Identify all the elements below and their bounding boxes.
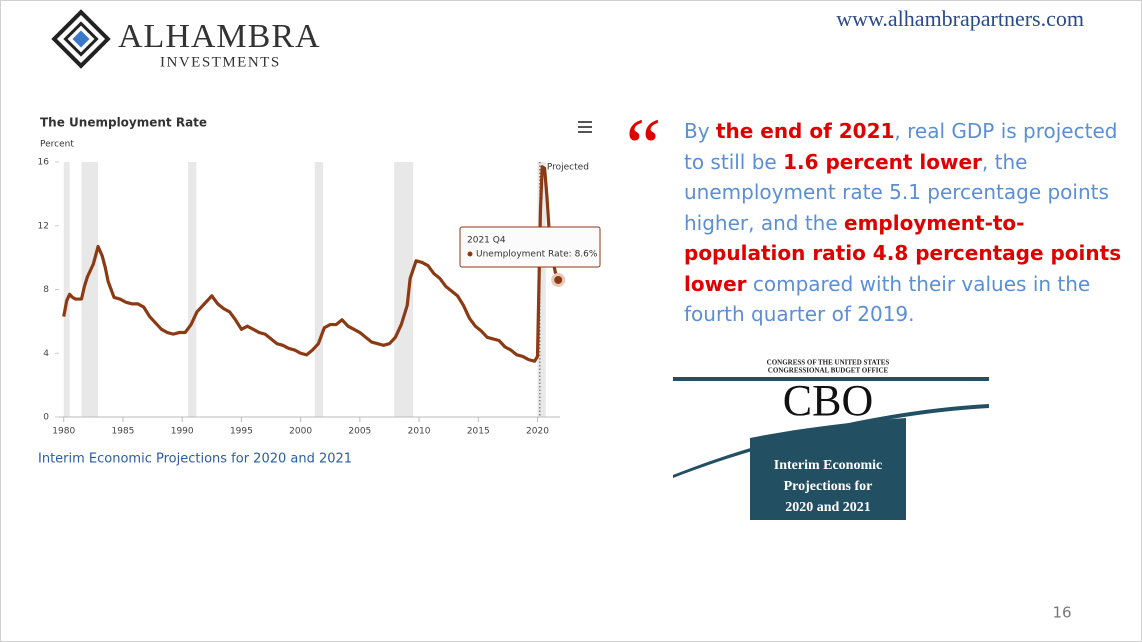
logo-name: ALHAMBRA bbox=[118, 18, 321, 55]
cbo-header: CONGRESS OF THE UNITED STATES bbox=[767, 359, 890, 367]
cbo-title: Interim Economic bbox=[774, 458, 882, 473]
y-tick-label: 12 bbox=[38, 221, 49, 231]
x-tick-label: 2015 bbox=[467, 427, 490, 437]
cbo-title: 2020 and 2021 bbox=[785, 500, 871, 515]
logo-icon bbox=[51, 9, 111, 69]
quote-mark: “ bbox=[618, 103, 663, 191]
recession-band bbox=[81, 162, 99, 417]
quote: By the end of 2021, real GDP is projecte… bbox=[684, 116, 1129, 330]
y-tick-label: 0 bbox=[43, 413, 49, 423]
tooltip-box bbox=[459, 226, 601, 268]
cbo-title: Projections for bbox=[784, 479, 873, 494]
recession-band bbox=[314, 162, 324, 417]
y-tick-label: 8 bbox=[43, 285, 49, 295]
cbo-name: CBO bbox=[783, 376, 873, 425]
x-tick-label: 2000 bbox=[289, 427, 312, 437]
logo-subtitle: INVESTMENTS bbox=[160, 54, 281, 70]
quote-text: By bbox=[684, 119, 716, 143]
menu-icon[interactable] bbox=[578, 121, 592, 133]
y-tick-label: 16 bbox=[38, 158, 50, 168]
projection-label: Projected bbox=[547, 163, 589, 173]
page-number: 16 bbox=[1052, 604, 1071, 622]
x-tick-label: 2010 bbox=[408, 427, 431, 437]
recession-band bbox=[394, 162, 414, 417]
tooltip: 2021 Q4 Unemployment Rate: 8.6% bbox=[459, 226, 601, 268]
chart-title: The Unemployment Rate bbox=[40, 116, 207, 130]
highlight-point bbox=[551, 272, 566, 287]
quote-emphasis: employment-to-population ratio 4.8 perce… bbox=[684, 210, 1122, 296]
x-tick-label: 2020 bbox=[526, 427, 549, 437]
quote-text: , the unemployment rate 5.1 percentage p… bbox=[684, 149, 1109, 235]
x-tick-label: 1990 bbox=[171, 427, 194, 437]
recession-band bbox=[537, 162, 546, 417]
caption: Interim Economic Projections for 2020 an… bbox=[38, 452, 352, 467]
cbo-header: CONGRESSIONAL BUDGET OFFICE bbox=[768, 367, 889, 375]
y-tick-label: 4 bbox=[43, 349, 49, 359]
quote-text: compared with their values in the fourth… bbox=[684, 271, 1091, 327]
quote-emphasis: the end of 2021 bbox=[715, 119, 895, 143]
x-tick-label: 1980 bbox=[52, 427, 75, 437]
line-series bbox=[62, 165, 560, 363]
x-tick-label: 1995 bbox=[230, 427, 253, 437]
tooltip-dot bbox=[467, 251, 473, 257]
y-axis-label: Percent bbox=[40, 140, 74, 150]
plot-area: 0 4 8 12 16 1980 1985 1990 1995 2000 2005 2010 2015 2… bbox=[38, 158, 601, 437]
recession-band bbox=[63, 162, 70, 417]
recession-band bbox=[188, 162, 197, 417]
quote-emphasis: 1.6 percent lower bbox=[783, 149, 982, 174]
tooltip-text: Unemployment Rate: 8.6% bbox=[476, 250, 598, 260]
quote-text: , real GDP is projected to still be bbox=[684, 119, 1118, 174]
cbo-cover: CONGRESS OF THE UNITED STATES CONGRESSIO… bbox=[673, 359, 989, 520]
url: www.alhambrapartners.com bbox=[836, 6, 1084, 31]
x-tick-label: 2005 bbox=[348, 427, 371, 437]
tooltip-title: 2021 Q4 bbox=[467, 236, 506, 246]
x-tick-label: 1985 bbox=[112, 427, 135, 437]
